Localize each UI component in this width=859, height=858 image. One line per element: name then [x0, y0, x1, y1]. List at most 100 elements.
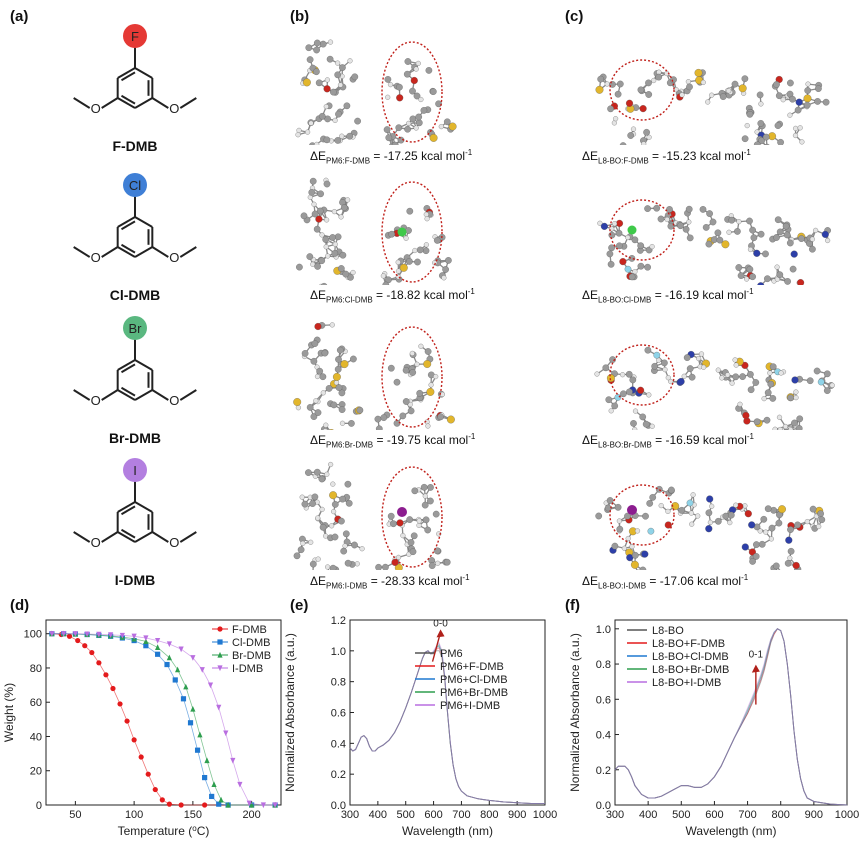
series-line	[614, 628, 848, 806]
hydrogen-atom	[813, 227, 819, 233]
binding-energy-label: ΔEPM6:Cl-DMB = -18.82 kcal mol-1	[310, 287, 475, 305]
hydrogen-atom	[725, 372, 731, 378]
carbon-atom	[399, 412, 407, 420]
hydrogen-atom	[385, 94, 391, 100]
carbon-atom	[661, 359, 668, 367]
legend-label: Cl-DMB	[232, 637, 271, 649]
sulfur-atom	[778, 505, 786, 514]
chart-d-tga: 50 100 150 200 0 20 40 60 80 100 Temperature (oC) W…	[2, 619, 282, 838]
carbon-atom	[313, 39, 321, 47]
sulfur-atom	[630, 560, 639, 569]
carbon-atom	[762, 133, 770, 141]
oxygen-atom	[410, 76, 418, 85]
arrow-head-icon	[751, 664, 760, 673]
data-point	[138, 754, 144, 760]
halogen-label: I	[133, 463, 137, 478]
carbon-atom	[305, 469, 312, 476]
hydrogen-atom	[594, 371, 600, 377]
sulfur-atom	[595, 85, 604, 94]
hydrogen-atom	[736, 219, 742, 225]
y-tick-label: 0.2	[331, 769, 346, 781]
data-point	[96, 660, 102, 666]
carbon-atom	[402, 398, 410, 405]
hydrogen-atom	[698, 351, 705, 357]
hydrogen-atom	[632, 408, 639, 414]
molecule-name: Cl-DMB	[109, 287, 161, 303]
oxygen-atom	[396, 94, 404, 102]
hydrogen-atom	[604, 81, 610, 87]
carbon-atom	[403, 70, 411, 78]
carbon-atom	[749, 226, 756, 234]
carbon-atom	[642, 512, 649, 520]
sulfur-atom	[423, 360, 432, 368]
carbon-atom	[773, 234, 780, 241]
carbon-atom	[409, 548, 417, 556]
binding-energy-label: ΔEPM6:F-DMB = -17.25 kcal mol-1	[310, 148, 473, 166]
hydrogen-atom	[418, 96, 424, 103]
carbon-atom	[310, 413, 318, 420]
hydrogen-atom	[305, 129, 311, 135]
carbon-atom	[686, 234, 694, 242]
carbon-atom	[443, 118, 451, 126]
carbon-atom	[310, 357, 318, 365]
y-tick-label: 0.0	[331, 800, 346, 812]
carbon-atom	[311, 210, 319, 218]
carbon-atom	[415, 113, 423, 121]
nitrogen-atom	[791, 376, 799, 384]
hydrogen-atom	[295, 405, 301, 411]
oxygen-label: O	[91, 535, 101, 550]
carbon-atom	[651, 362, 659, 370]
data-point	[204, 757, 210, 764]
hydrogen-atom	[646, 134, 652, 140]
hydrogen-atom	[423, 211, 429, 217]
hydrogen-atom	[787, 555, 793, 561]
nitrogen-atom	[790, 250, 798, 258]
molecular-complex-render	[595, 59, 830, 145]
hydrogen-atom	[620, 372, 626, 378]
carbon-atom	[335, 356, 342, 363]
data-point	[72, 631, 78, 637]
carbon-atom	[644, 346, 652, 354]
y-tick-label: 0.2	[596, 765, 611, 777]
data-point	[178, 646, 184, 653]
hydrogen-atom	[299, 494, 305, 500]
carbon-atom	[300, 212, 308, 220]
y-tick-label: 100	[24, 629, 42, 641]
x-tick-label: 700	[452, 809, 470, 821]
x-tick-label: 900	[508, 809, 526, 821]
carbon-atom	[316, 207, 324, 215]
data-point	[166, 641, 172, 648]
carbon-atom	[645, 91, 653, 98]
y-axis-label: Normalized Absorbance (a.u.)	[283, 633, 297, 792]
carbon-atom	[767, 380, 775, 388]
carbon-atom	[429, 88, 437, 95]
hydrogen-atom	[726, 229, 732, 235]
data-point	[190, 655, 196, 661]
hydrogen-atom	[744, 276, 750, 282]
carbon-atom	[416, 246, 424, 254]
carbon-atom	[323, 136, 331, 144]
hydrogen-atom	[314, 141, 320, 145]
data-point	[82, 643, 88, 649]
hydrogen-atom	[339, 133, 345, 139]
hydrogen-atom	[726, 88, 732, 94]
carbon-atom	[338, 517, 345, 525]
carbon-atom	[643, 128, 650, 136]
sulfur-atom	[332, 372, 341, 381]
carbon-atom	[409, 87, 416, 95]
carbon-atom	[409, 369, 417, 376]
data-point	[211, 781, 217, 788]
y-axis-label: Weight (%)	[2, 683, 16, 742]
carbon-atom	[737, 272, 745, 279]
oxygen-label: O	[91, 393, 101, 408]
hydrogen-atom	[705, 99, 711, 105]
carbon-atom	[794, 521, 801, 529]
carbon-atom	[608, 231, 616, 239]
carbon-atom	[628, 273, 636, 281]
panel-label-a: (a)	[10, 8, 29, 25]
hydrogen-atom	[325, 253, 331, 259]
oxygen-atom	[315, 215, 323, 223]
carbon-atom	[747, 386, 755, 394]
x-tick-label: 50	[69, 809, 81, 821]
carbon-atom	[428, 562, 436, 569]
